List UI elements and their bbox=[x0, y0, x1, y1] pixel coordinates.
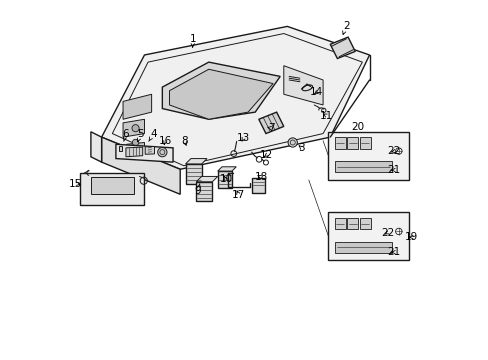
Text: 4: 4 bbox=[148, 129, 156, 141]
Circle shape bbox=[157, 148, 166, 157]
Polygon shape bbox=[283, 66, 323, 105]
Polygon shape bbox=[116, 144, 173, 162]
Text: 9: 9 bbox=[194, 184, 201, 197]
Polygon shape bbox=[169, 69, 272, 119]
Text: 13: 13 bbox=[237, 133, 250, 143]
Text: 6: 6 bbox=[122, 129, 129, 141]
Text: 12: 12 bbox=[260, 150, 273, 160]
Text: 1: 1 bbox=[189, 34, 196, 47]
Text: 22: 22 bbox=[380, 228, 393, 238]
Polygon shape bbox=[346, 138, 357, 149]
Text: 5: 5 bbox=[137, 129, 144, 142]
Polygon shape bbox=[329, 37, 354, 59]
Text: 15: 15 bbox=[69, 179, 82, 189]
Text: 17: 17 bbox=[232, 190, 245, 200]
Text: 14: 14 bbox=[309, 87, 323, 98]
Text: 11: 11 bbox=[319, 111, 333, 121]
Text: 16: 16 bbox=[158, 136, 171, 147]
Text: 3: 3 bbox=[298, 143, 305, 153]
Polygon shape bbox=[346, 218, 357, 229]
Polygon shape bbox=[91, 177, 134, 194]
Polygon shape bbox=[196, 176, 217, 182]
Polygon shape bbox=[334, 218, 345, 229]
Polygon shape bbox=[196, 182, 212, 202]
Polygon shape bbox=[251, 178, 264, 193]
Polygon shape bbox=[123, 94, 151, 119]
Text: 21: 21 bbox=[386, 247, 400, 257]
Polygon shape bbox=[359, 218, 370, 229]
Text: 18: 18 bbox=[255, 172, 268, 182]
Polygon shape bbox=[162, 62, 280, 119]
Polygon shape bbox=[123, 119, 144, 137]
Ellipse shape bbox=[302, 85, 312, 91]
Polygon shape bbox=[334, 161, 391, 172]
Text: 21: 21 bbox=[386, 165, 400, 175]
Polygon shape bbox=[217, 167, 236, 171]
Polygon shape bbox=[217, 171, 231, 188]
Circle shape bbox=[287, 138, 297, 147]
Polygon shape bbox=[334, 138, 345, 149]
Text: 8: 8 bbox=[181, 136, 187, 147]
Polygon shape bbox=[119, 146, 122, 151]
Polygon shape bbox=[258, 112, 283, 134]
Text: 7: 7 bbox=[267, 123, 274, 133]
Polygon shape bbox=[359, 138, 370, 149]
Text: 10: 10 bbox=[219, 174, 232, 184]
Polygon shape bbox=[334, 242, 391, 252]
Polygon shape bbox=[145, 147, 154, 154]
Polygon shape bbox=[185, 158, 206, 164]
Polygon shape bbox=[80, 173, 144, 205]
Polygon shape bbox=[102, 26, 369, 169]
Polygon shape bbox=[125, 147, 142, 157]
Polygon shape bbox=[91, 132, 102, 162]
Text: 22: 22 bbox=[386, 147, 400, 157]
Bar bbox=[328, 132, 408, 180]
Polygon shape bbox=[102, 137, 180, 194]
Bar bbox=[328, 212, 408, 260]
Polygon shape bbox=[126, 143, 144, 155]
Circle shape bbox=[132, 139, 139, 146]
Text: 20: 20 bbox=[351, 122, 364, 132]
Text: 19: 19 bbox=[404, 232, 417, 242]
Circle shape bbox=[132, 125, 139, 132]
Polygon shape bbox=[185, 164, 201, 184]
Text: 2: 2 bbox=[342, 21, 349, 35]
